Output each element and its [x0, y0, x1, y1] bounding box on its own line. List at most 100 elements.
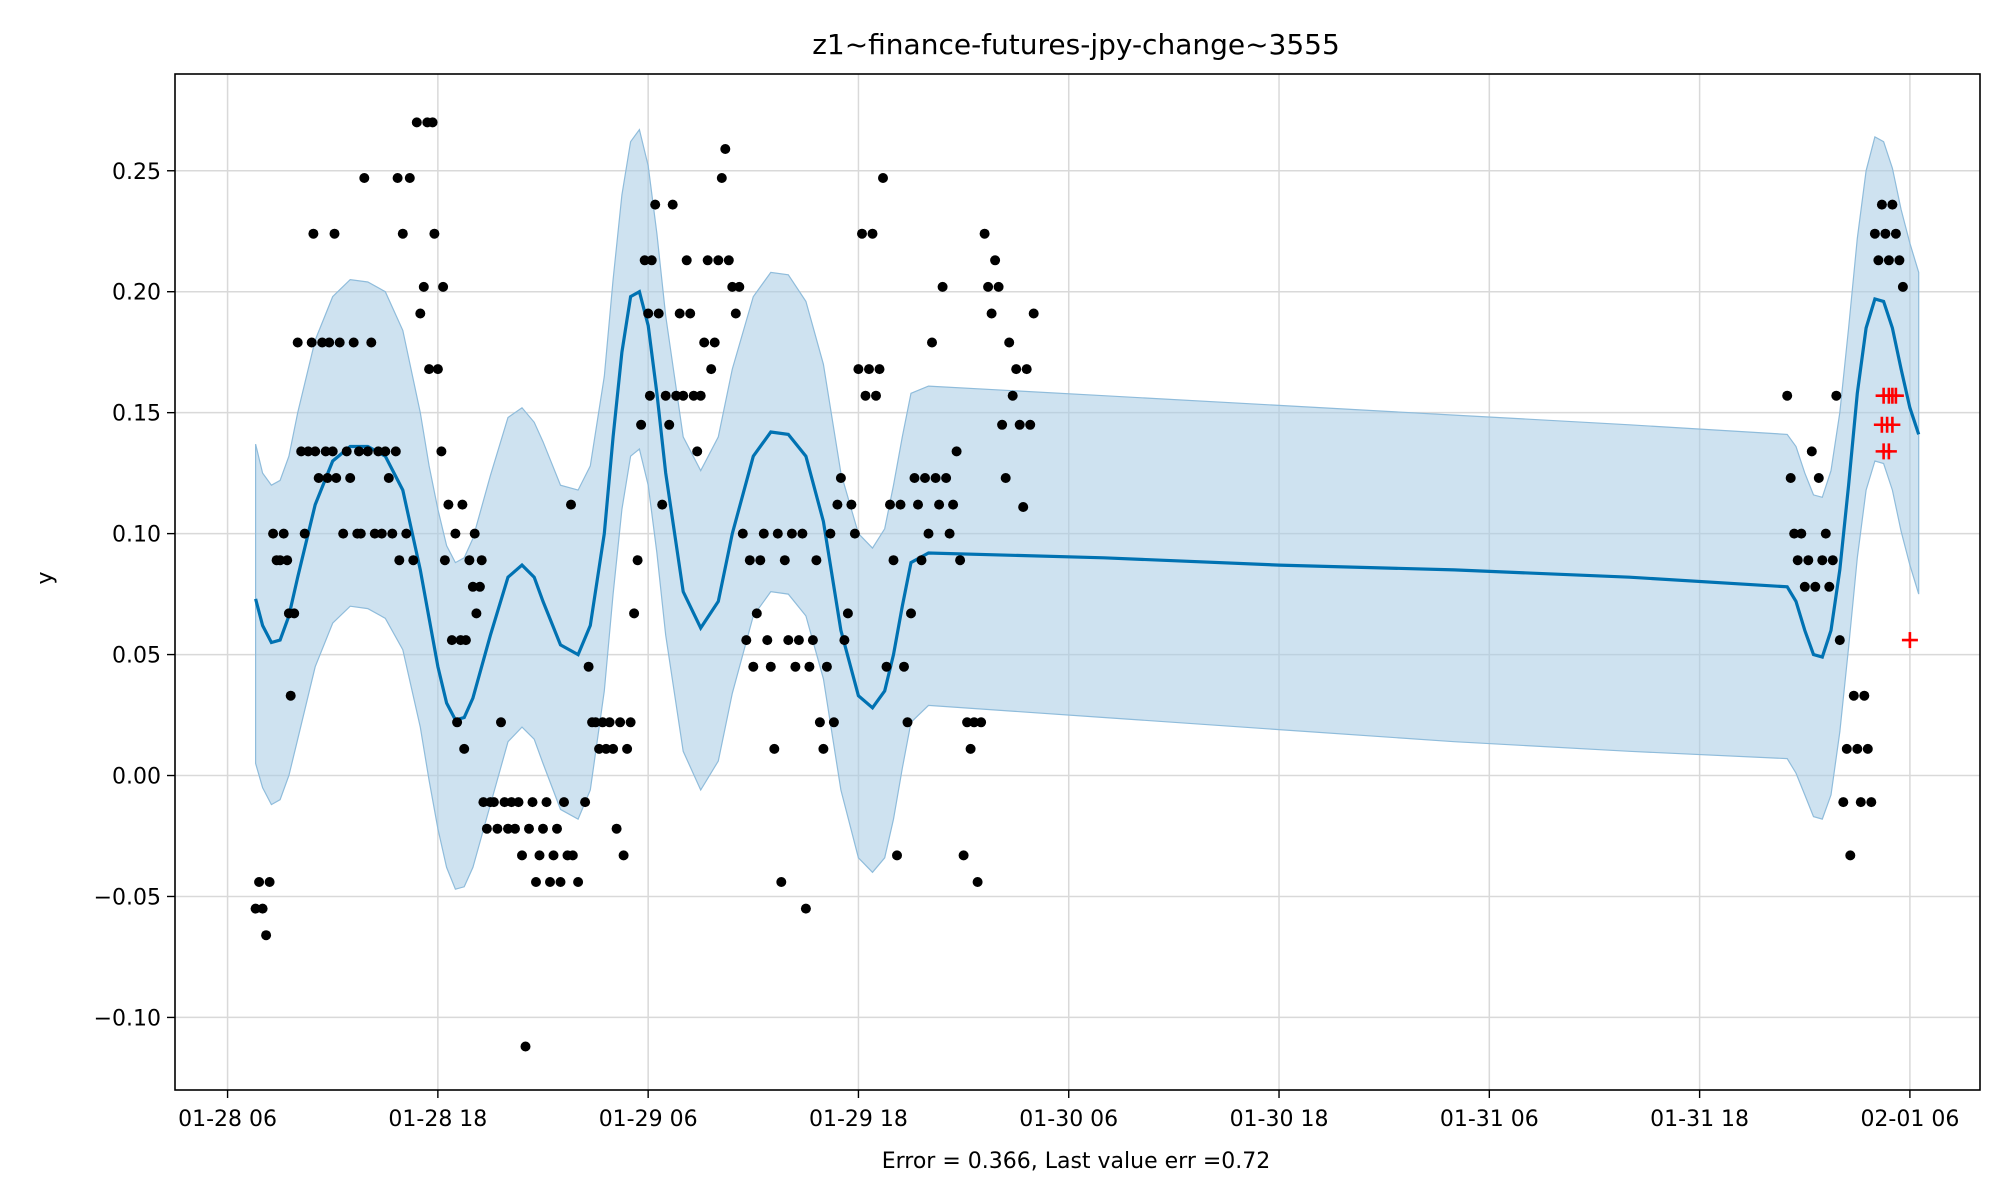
observed-point	[849, 528, 860, 539]
observed-point	[720, 144, 731, 154]
observed-point	[818, 743, 829, 754]
observed-point	[310, 446, 321, 457]
observed-point	[878, 173, 888, 183]
x-tick-label: 01-31 18	[1650, 1107, 1749, 1132]
observed-point	[436, 446, 447, 457]
x-axis: 01-28 06 01-28 18 01-29 06 01-29 18 01-30 06…	[178, 1090, 1959, 1132]
observed-point	[531, 877, 541, 887]
observed-point	[874, 364, 885, 375]
observed-point	[261, 930, 272, 941]
observed-point	[1834, 635, 1845, 646]
observed-point	[548, 850, 559, 861]
observed-point	[401, 528, 412, 539]
observed-point	[997, 419, 1008, 430]
observed-point	[888, 555, 899, 566]
observed-point	[899, 661, 909, 672]
observed-point	[685, 308, 696, 319]
observed-point	[916, 555, 927, 566]
observed-point	[748, 661, 759, 672]
observed-point	[1841, 743, 1852, 754]
observed-point	[1018, 502, 1029, 512]
observed-point	[457, 499, 468, 510]
y-tick-label: 0.25	[112, 160, 161, 185]
observed-point	[538, 823, 548, 834]
band-area	[255, 128, 1920, 890]
observed-point	[765, 661, 776, 672]
observed-point	[955, 555, 966, 566]
observed-point	[681, 255, 692, 266]
observed-point	[776, 877, 787, 887]
y-axis-label: y	[33, 571, 58, 584]
observed-point	[427, 117, 438, 128]
observed-point	[644, 390, 655, 401]
observed-point	[741, 635, 752, 646]
observed-point	[580, 797, 591, 808]
observed-point	[800, 903, 811, 914]
observed-point	[418, 281, 429, 292]
holdout-points	[1873, 387, 1918, 649]
observed-point	[1817, 555, 1828, 566]
y-tick-label: 0.05	[112, 644, 161, 669]
observed-point	[709, 337, 720, 348]
observed-point	[983, 281, 994, 292]
observed-point	[762, 635, 773, 646]
observed-point	[962, 717, 973, 728]
observed-point	[324, 337, 335, 348]
observed-point	[397, 228, 408, 239]
observed-point	[355, 528, 366, 539]
observed-point	[671, 390, 682, 401]
observed-point	[394, 555, 405, 566]
y-tick-label: −0.05	[94, 885, 161, 910]
observed-point	[459, 743, 470, 754]
observed-point	[1782, 390, 1793, 401]
observed-point	[383, 473, 394, 483]
observed-point	[1862, 743, 1873, 754]
observed-point	[951, 446, 962, 457]
observed-point	[432, 364, 443, 375]
observed-point	[446, 635, 457, 646]
y-axis: −0.10 −0.05 0.00 0.05 0.10 0.15 0.20 0.25	[94, 160, 175, 1031]
x-tick-label: 01-28 06	[178, 1107, 277, 1132]
forecast-line	[254, 289, 1921, 722]
observed-point	[250, 903, 261, 914]
observed-point	[369, 528, 380, 539]
observed-point	[769, 743, 780, 754]
observed-point	[1890, 228, 1901, 239]
observed-point	[327, 446, 338, 457]
observed-point	[439, 555, 450, 566]
holdout-point	[1880, 443, 1897, 460]
observed-point	[976, 717, 987, 728]
observed-point	[941, 473, 952, 483]
observed-point	[1824, 581, 1835, 592]
observed-point	[429, 228, 440, 239]
observed-point	[1897, 281, 1908, 292]
observed-point	[1883, 255, 1894, 266]
x-tick-label: 02-01 06	[1860, 1107, 1959, 1132]
observed-point	[559, 797, 569, 808]
observed-point	[902, 717, 913, 728]
observed-point	[692, 446, 703, 457]
observed-point	[1831, 390, 1842, 401]
observed-point	[979, 228, 990, 239]
observed-point	[846, 499, 857, 510]
observed-point	[594, 743, 605, 754]
observed-point	[341, 446, 352, 457]
observed-point	[1021, 364, 1032, 375]
observed-point	[306, 337, 317, 348]
observed-point	[601, 743, 612, 754]
observed-point	[443, 499, 454, 510]
observed-point	[1813, 473, 1824, 483]
observed-point	[488, 797, 499, 808]
observed-point	[811, 555, 822, 566]
observed-point	[797, 528, 808, 539]
observed-point	[415, 308, 426, 319]
observed-point	[885, 499, 895, 510]
observed-point	[751, 608, 762, 619]
observed-point	[1827, 555, 1838, 566]
observed-point	[1011, 364, 1022, 375]
observed-point	[779, 555, 790, 566]
observed-point	[790, 661, 801, 672]
observed-point	[793, 635, 804, 646]
observed-point	[657, 499, 668, 510]
